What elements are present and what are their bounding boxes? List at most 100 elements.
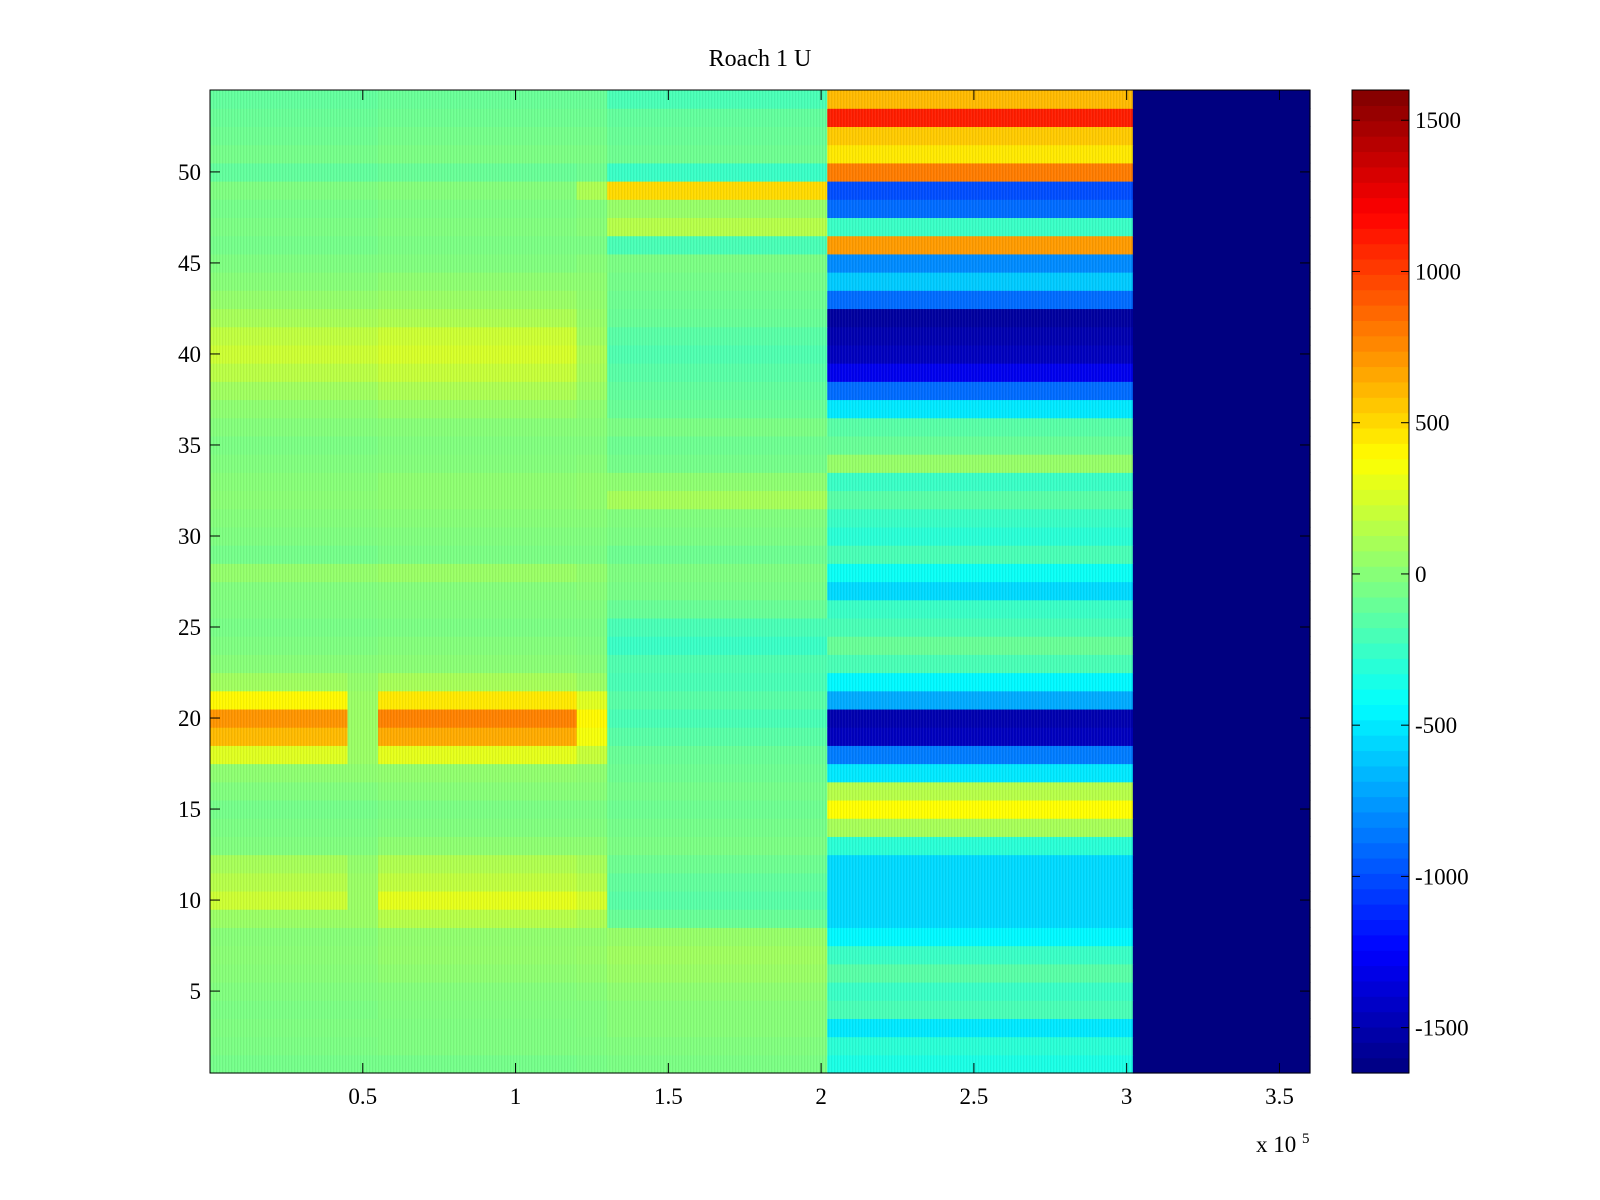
colorbar-segment — [1352, 857, 1409, 874]
heatmap-cell — [1132, 490, 1311, 510]
colorbar-segment — [1352, 627, 1409, 644]
y-tick-label: 30 — [178, 524, 201, 549]
colorbar-segment — [1352, 289, 1409, 306]
colorbar-segment — [1352, 888, 1409, 905]
colorbar-segment — [1352, 305, 1409, 321]
colorbar-segment — [1352, 535, 1409, 552]
colorbar-segment — [1352, 996, 1409, 1013]
colorbar-segment — [1352, 689, 1409, 705]
colorbar-segment — [1352, 612, 1409, 629]
colorbar-tick-label: -1500 — [1415, 1016, 1469, 1041]
heatmap-cell — [1132, 1018, 1311, 1038]
colorbar-segment — [1352, 443, 1409, 460]
heatmap-cell — [1132, 636, 1311, 655]
colorbar-ticks: -1500 -1000 -500 0 500 1000 1500 — [1352, 108, 1469, 1041]
colorbar-segment — [1352, 335, 1409, 352]
heatmap-cell — [1132, 654, 1311, 674]
colorbar-segment — [1352, 320, 1409, 337]
colorbar-segment — [1352, 934, 1409, 951]
y-tick-label: 40 — [178, 342, 201, 367]
heatmap-cell — [1132, 563, 1311, 583]
colorbar-segment — [1352, 197, 1409, 214]
colorbar-segment — [1352, 965, 1409, 982]
colorbar-segment — [1352, 151, 1409, 168]
colorbar-segment — [1352, 120, 1409, 137]
colorbar-segment — [1352, 765, 1409, 782]
colorbar-segment — [1352, 458, 1409, 475]
heatmap-cell — [1132, 472, 1311, 492]
heatmap-cell — [1132, 326, 1311, 346]
y-tick-label: 45 — [178, 251, 201, 276]
colorbar-segment — [1352, 243, 1409, 260]
heatmap-cell — [1132, 126, 1311, 146]
heatmap-cell — [1132, 526, 1311, 546]
heatmap-cell — [1132, 144, 1311, 164]
heatmap-cell — [1132, 108, 1311, 127]
heatmap-cell — [1132, 235, 1311, 255]
colorbar-segment — [1352, 136, 1409, 153]
colorbar-segment — [1352, 1026, 1409, 1043]
x-tick-label: 0.5 — [348, 1084, 377, 1109]
x-multiplier-label: x 10 5 — [1256, 1131, 1310, 1157]
colorbar-segment — [1352, 90, 1409, 106]
colorbar-segment — [1352, 566, 1409, 583]
heatmap-cell — [1132, 981, 1311, 1001]
heatmap-cell — [1132, 454, 1311, 473]
colorbar-segment — [1352, 796, 1409, 813]
x-tick-label: 1.5 — [654, 1084, 683, 1109]
colorbar-segment — [1352, 182, 1409, 199]
heatmap-cell — [1132, 199, 1311, 219]
colorbar-frame — [1351, 89, 1410, 1074]
colorbar-segment — [1352, 842, 1409, 859]
heatmap-cell — [1132, 253, 1311, 273]
colorbar-tick-label: 1500 — [1415, 108, 1461, 133]
colorbar-segment — [1352, 427, 1409, 444]
colorbar-tick-label: -1000 — [1415, 864, 1469, 889]
colorbar-segment — [1352, 873, 1409, 890]
heatmap-cell — [1132, 909, 1311, 928]
x-axis-ticks: 0.5 1 1.5 2 2.5 3 3.5 — [348, 90, 1294, 1109]
colorbar-segment — [1352, 473, 1409, 490]
x-tick-label: 1 — [510, 1084, 522, 1109]
heatmap-cell — [1132, 399, 1311, 419]
colorbar-segment — [1352, 750, 1409, 767]
colorbar-segment — [1352, 827, 1409, 844]
heatmap-cell — [1132, 854, 1311, 874]
x-tick-label: 2 — [815, 1084, 827, 1109]
x-tick-label: 3.5 — [1265, 1084, 1294, 1109]
y-tick-label: 20 — [178, 706, 201, 731]
colorbar-tick-label: 0 — [1415, 562, 1427, 587]
colorbar-segment — [1352, 366, 1409, 383]
heatmap-cell — [1132, 417, 1311, 437]
heatmap-cell — [1132, 763, 1311, 783]
colorbar-segment — [1352, 596, 1409, 613]
heatmap-texture — [210, 90, 1133, 1073]
colorbar-segment — [1352, 704, 1409, 721]
heatmap-cell — [1132, 1000, 1311, 1019]
heatmap-cell — [1132, 308, 1311, 328]
colorbar-segment — [1352, 919, 1409, 936]
heatmap-cell — [1132, 617, 1311, 637]
y-tick-label: 25 — [178, 615, 201, 640]
y-tick-label: 5 — [190, 979, 202, 1004]
y-tick-label: 10 — [178, 888, 201, 913]
heatmap-cell — [1132, 581, 1311, 601]
y-tick-label: 35 — [178, 433, 201, 458]
colorbar-segment — [1352, 642, 1409, 659]
heatmap-cell — [1132, 799, 1311, 819]
heatmap-cell — [1132, 381, 1311, 401]
colorbar-segment — [1352, 581, 1409, 598]
heatmap-cell — [1132, 927, 1311, 947]
heatmap-cell — [1132, 836, 1311, 856]
colorbar-segment — [1352, 658, 1409, 675]
colorbar-segment — [1352, 673, 1409, 690]
colorbar-segment — [1352, 904, 1409, 921]
colorbar-segment — [1352, 1011, 1409, 1028]
colorbar-segment — [1352, 489, 1409, 506]
colorbar-segment — [1352, 397, 1409, 414]
heatmap-cell — [1132, 344, 1311, 364]
colorbar-segment — [1352, 520, 1409, 537]
colorbar-segment — [1352, 504, 1409, 521]
heatmap-cell — [1132, 162, 1311, 182]
heatmap-cell — [1132, 90, 1311, 109]
